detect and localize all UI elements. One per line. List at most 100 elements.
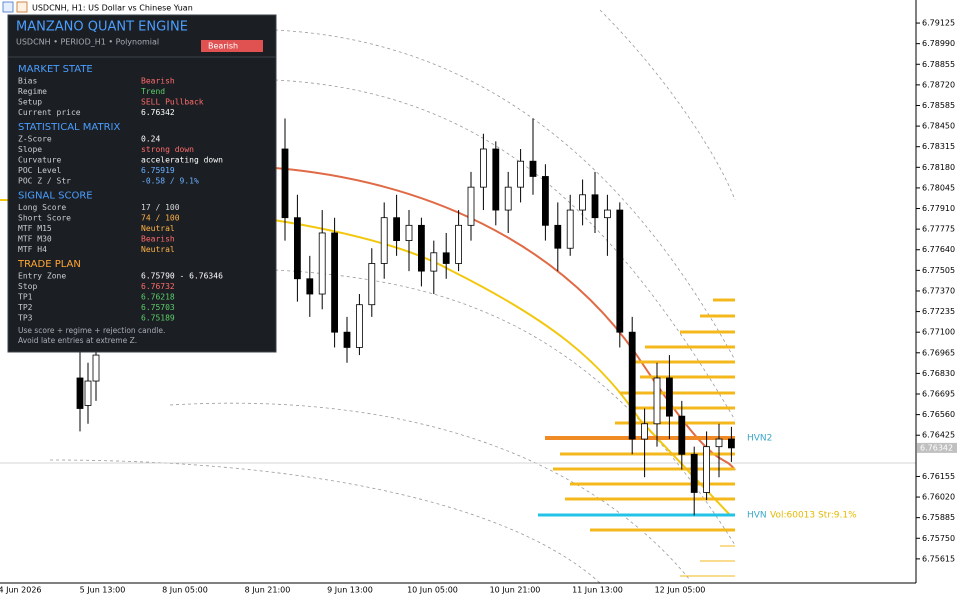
candle-body: [92, 354, 100, 382]
y-tick-label: 6.76965: [922, 348, 955, 357]
y-tick-label: 6.78045: [922, 183, 955, 192]
candle-body: [641, 423, 648, 440]
candle-body: [492, 148, 500, 211]
chart-icon: [2, 1, 14, 13]
y-tick-label: 6.77910: [922, 204, 955, 213]
row-label: TP1: [18, 293, 33, 302]
y-tick-label: 6.77370: [922, 286, 955, 295]
y-tick-label: 6.76155: [922, 472, 955, 481]
row-value: 6.76218: [141, 293, 175, 302]
row-value: Neutral: [141, 245, 175, 254]
y-tick-label: 6.78315: [922, 142, 955, 151]
band-lines: [49, 9, 736, 584]
y-tick-label: 6.77775: [922, 225, 955, 234]
row-value: Bearish: [141, 235, 175, 244]
x-tick-label: 5 Jun 13:00: [80, 586, 126, 595]
current-price-box: [917, 442, 957, 453]
row-value: 6.76342: [141, 108, 175, 117]
row-value: 6.75189: [141, 314, 175, 323]
y-tick-label: 6.79125: [922, 19, 955, 28]
candle-body: [430, 252, 438, 272]
y-tick-label: 6.78180: [922, 163, 955, 172]
candle-body: [628, 331, 636, 440]
candle-body: [331, 232, 339, 333]
row-value: Bearish: [141, 77, 175, 86]
symbol-header: USDCNH, H1: US Dollar vs Chinese Yuan: [32, 4, 193, 13]
row-value: 6.76732: [141, 282, 175, 291]
x-tick-label: 8 Jun 21:00: [245, 586, 291, 595]
y-tick-label: 6.76020: [922, 493, 955, 502]
candle-body: [666, 377, 673, 417]
y-tick-label: 6.77235: [922, 307, 955, 316]
x-tick-label: 8 Jun 05:00: [162, 586, 208, 595]
row-value: Neutral: [141, 224, 175, 233]
candle-body: [579, 194, 586, 211]
y-tick-label: 6.77100: [922, 328, 955, 337]
candle-body: [529, 160, 537, 177]
row-value: Trend: [141, 87, 165, 96]
x-tick-label: 9 Jun 13:00: [327, 586, 373, 595]
row-label: Short Score: [18, 214, 71, 223]
candle-body: [281, 148, 289, 219]
y-tick-label: 6.76560: [922, 410, 955, 419]
y-tick-label: 6.78990: [922, 39, 955, 48]
row-label: Curvature: [18, 156, 62, 165]
candle-body: [76, 377, 84, 409]
y-tick-label: 6.75750: [922, 534, 955, 543]
y-tick-label: 6.78855: [922, 60, 955, 69]
row-label: Bias: [18, 77, 37, 86]
row-value: 0.24: [141, 135, 160, 144]
row-value: strong down: [141, 145, 194, 154]
row-label: Current price: [18, 108, 81, 117]
row-value: 6.75919: [141, 166, 175, 175]
candle-body: [343, 331, 351, 348]
panel-bg: [7, 14, 277, 353]
section-title: STATISTICAL MATRIX: [18, 122, 120, 133]
candle-body: [653, 377, 661, 425]
candle-body: [355, 304, 363, 348]
panel-subtitle: USDCNH • PERIOD_H1 • Polynomial: [16, 38, 159, 47]
x-tick-label: 11 Jun 13:00: [572, 586, 623, 595]
y-tick-label: 6.77505: [922, 266, 955, 275]
candle-body: [293, 217, 301, 280]
candle-body: [604, 209, 611, 219]
row-value: 6.75703: [141, 303, 175, 312]
row-label: Entry Zone: [18, 272, 66, 281]
candle-body: [690, 453, 698, 493]
hvn-label: HVN: [747, 511, 767, 521]
y-tick-label: 6.78720: [922, 80, 955, 89]
row-label: POC Z / Str: [18, 177, 71, 186]
hvn-stats: Vol:60013 Str:9.1%: [770, 511, 857, 521]
candle-body: [504, 186, 512, 211]
candles: [76, 118, 735, 516]
row-value: 6.75790 - 6.76346: [141, 272, 223, 281]
candle-body: [517, 160, 524, 188]
info-panel: MANZANO QUANT ENGINE USDCNH • PERIOD_H1 …: [7, 14, 277, 353]
panel-note: Use score + regime + rejection candle.: [18, 326, 165, 335]
candle-body: [715, 438, 723, 448]
row-label: TP3: [18, 314, 33, 323]
row-label: MTF H4: [18, 245, 47, 254]
x-tick-label: 10 Jun 21:00: [490, 586, 541, 595]
row-label: POC Level: [18, 166, 62, 175]
chart-icon: [16, 1, 28, 13]
row-label: Z-Score: [18, 135, 52, 144]
badge-bg: [201, 40, 263, 52]
section-title: MARKET STATE: [18, 64, 93, 75]
row-label: Slope: [18, 145, 42, 154]
panel-title: MANZANO QUANT ENGINE: [16, 20, 188, 35]
candle-body: [591, 194, 599, 219]
row-label: MTF M15: [18, 224, 52, 233]
y-tick-label: 6.75885: [922, 513, 955, 522]
candle-body: [393, 217, 401, 241]
y-tick-label: 6.76425: [922, 431, 955, 440]
y-tick-label: 6.76695: [922, 390, 955, 399]
candle-body: [318, 232, 326, 295]
y-tick-label: 6.75615: [922, 554, 955, 563]
candle-body: [306, 278, 314, 295]
hvn2-label: HVN2: [747, 434, 772, 444]
volume-profile: [538, 298, 735, 577]
row-label: MTF M30: [18, 235, 52, 244]
row-value: 17 / 100: [141, 203, 180, 212]
